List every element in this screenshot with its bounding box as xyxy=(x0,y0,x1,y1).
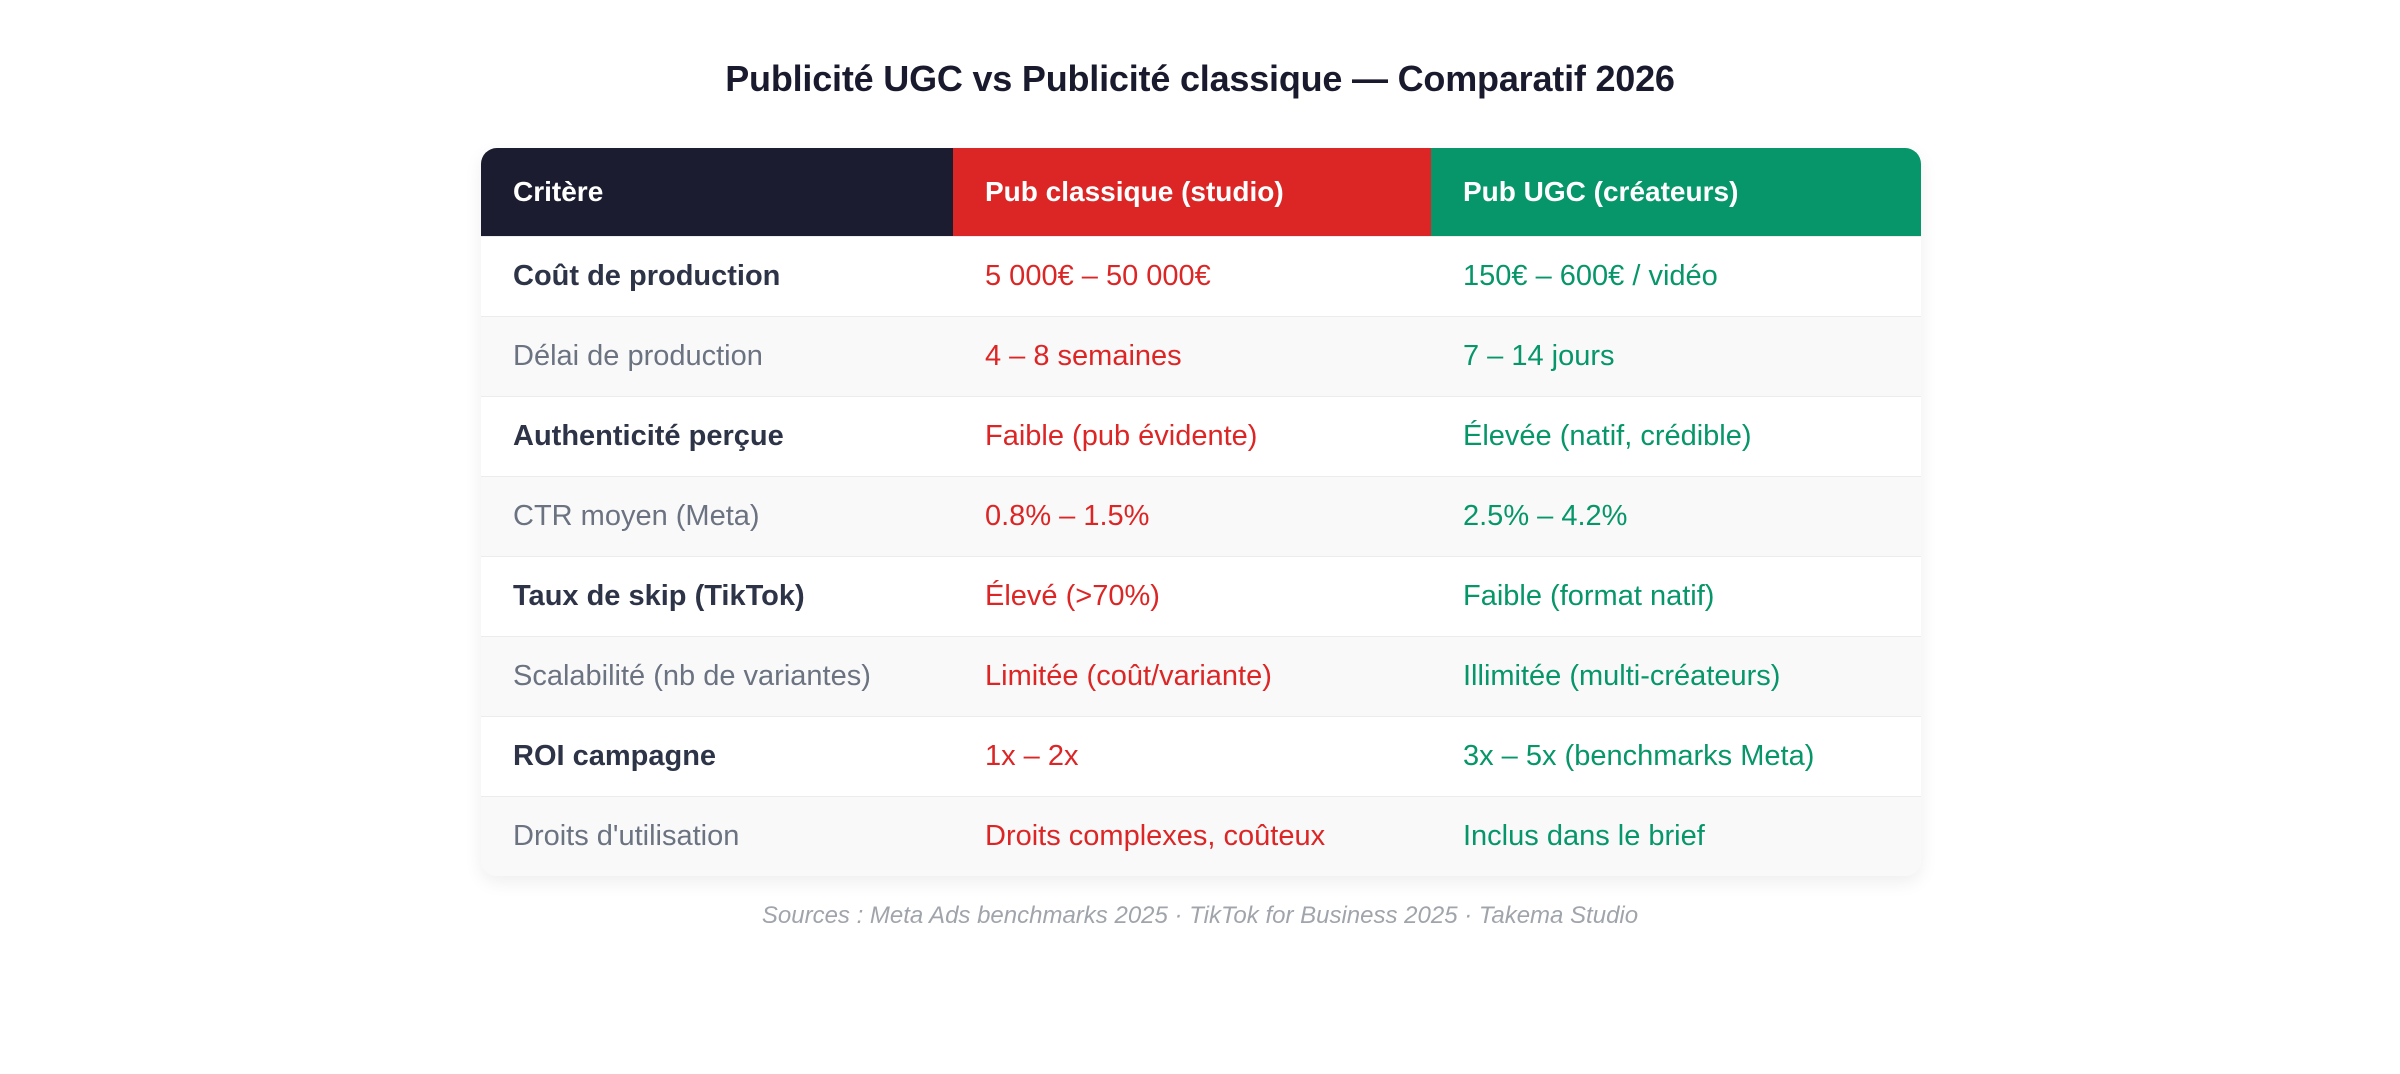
criterion-cell: CTR moyen (Meta) xyxy=(481,475,953,556)
classic-ad-cell: 4 – 8 semaines xyxy=(953,315,1431,396)
table-body: Coût de production 5 000€ – 50 000€ 150€ –… xyxy=(481,235,1921,876)
criterion-cell: Authenticité perçue xyxy=(481,395,953,476)
table-row: Droits d'utilisation Droits complexes, co… xyxy=(481,795,1921,876)
table-row: ROI campagne 1x – 2x 3x – 5x (benchmarks M… xyxy=(481,715,1921,796)
table-row: Délai de production 4 – 8 semaines 7 – 14 … xyxy=(481,315,1921,396)
classic-ad-cell: Limitée (coût/variante) xyxy=(953,635,1431,716)
table-header: Critère Pub classique (studio) Pub UGC (… xyxy=(481,148,1921,236)
classic-ad-cell: Faible (pub évidente) xyxy=(953,395,1431,476)
table-row: CTR moyen (Meta) 0.8% – 1.5% 2.5% – 4.2% xyxy=(481,475,1921,556)
ugc-ad-cell: 2.5% – 4.2% xyxy=(1431,475,1921,556)
criterion-cell: Scalabilité (nb de variantes) xyxy=(481,635,953,716)
header-row: Critère Pub classique (studio) Pub UGC (… xyxy=(481,148,1921,236)
classic-ad-cell: Droits complexes, coûteux xyxy=(953,795,1431,876)
table-row: Authenticité perçue Faible (pub évidente)… xyxy=(481,395,1921,476)
sources-footnote: Sources : Meta Ads benchmarks 2025 · Tik… xyxy=(761,902,1639,929)
header-ugc-ad: Pub UGC (créateurs) xyxy=(1431,148,1921,236)
criterion-cell: Droits d'utilisation xyxy=(481,795,953,876)
ugc-ad-cell: 3x – 5x (benchmarks Meta) xyxy=(1431,715,1921,796)
classic-ad-cell: Élevé (>70%) xyxy=(953,555,1431,636)
criterion-cell: ROI campagne xyxy=(481,715,953,796)
table-row: Coût de production 5 000€ – 50 000€ 150€ –… xyxy=(481,235,1921,316)
criterion-cell: Taux de skip (TikTok) xyxy=(481,555,953,636)
table-row: Taux de skip (TikTok) Élevé (>70%) Faible … xyxy=(481,555,1921,636)
ugc-ad-cell: Faible (format natif) xyxy=(1431,555,1921,636)
page-title: Publicité UGC vs Publicité classique — C… xyxy=(725,58,1675,99)
header-classic-ad: Pub classique (studio) xyxy=(953,148,1431,236)
ugc-ad-cell: Élevée (natif, crédible) xyxy=(1431,395,1921,476)
classic-ad-cell: 0.8% – 1.5% xyxy=(953,475,1431,556)
ugc-ad-cell: Illimitée (multi-créateurs) xyxy=(1431,635,1921,716)
classic-ad-cell: 5 000€ – 50 000€ xyxy=(953,235,1431,316)
criterion-cell: Délai de production xyxy=(481,315,953,396)
classic-ad-cell: 1x – 2x xyxy=(953,715,1431,796)
ugc-ad-cell: 7 – 14 jours xyxy=(1431,315,1921,396)
ugc-ad-cell: 150€ – 600€ / vidéo xyxy=(1431,235,1921,316)
table-row: Scalabilité (nb de variantes) Limitée (co… xyxy=(481,635,1921,716)
comparison-table: Critère Pub classique (studio) Pub UGC (… xyxy=(481,148,1921,876)
comparison-table-card: Critère Pub classique (studio) Pub UGC (… xyxy=(481,148,1921,876)
criterion-cell: Coût de production xyxy=(481,235,953,316)
ugc-ad-cell: Inclus dans le brief xyxy=(1431,795,1921,876)
header-criterion: Critère xyxy=(481,148,953,236)
